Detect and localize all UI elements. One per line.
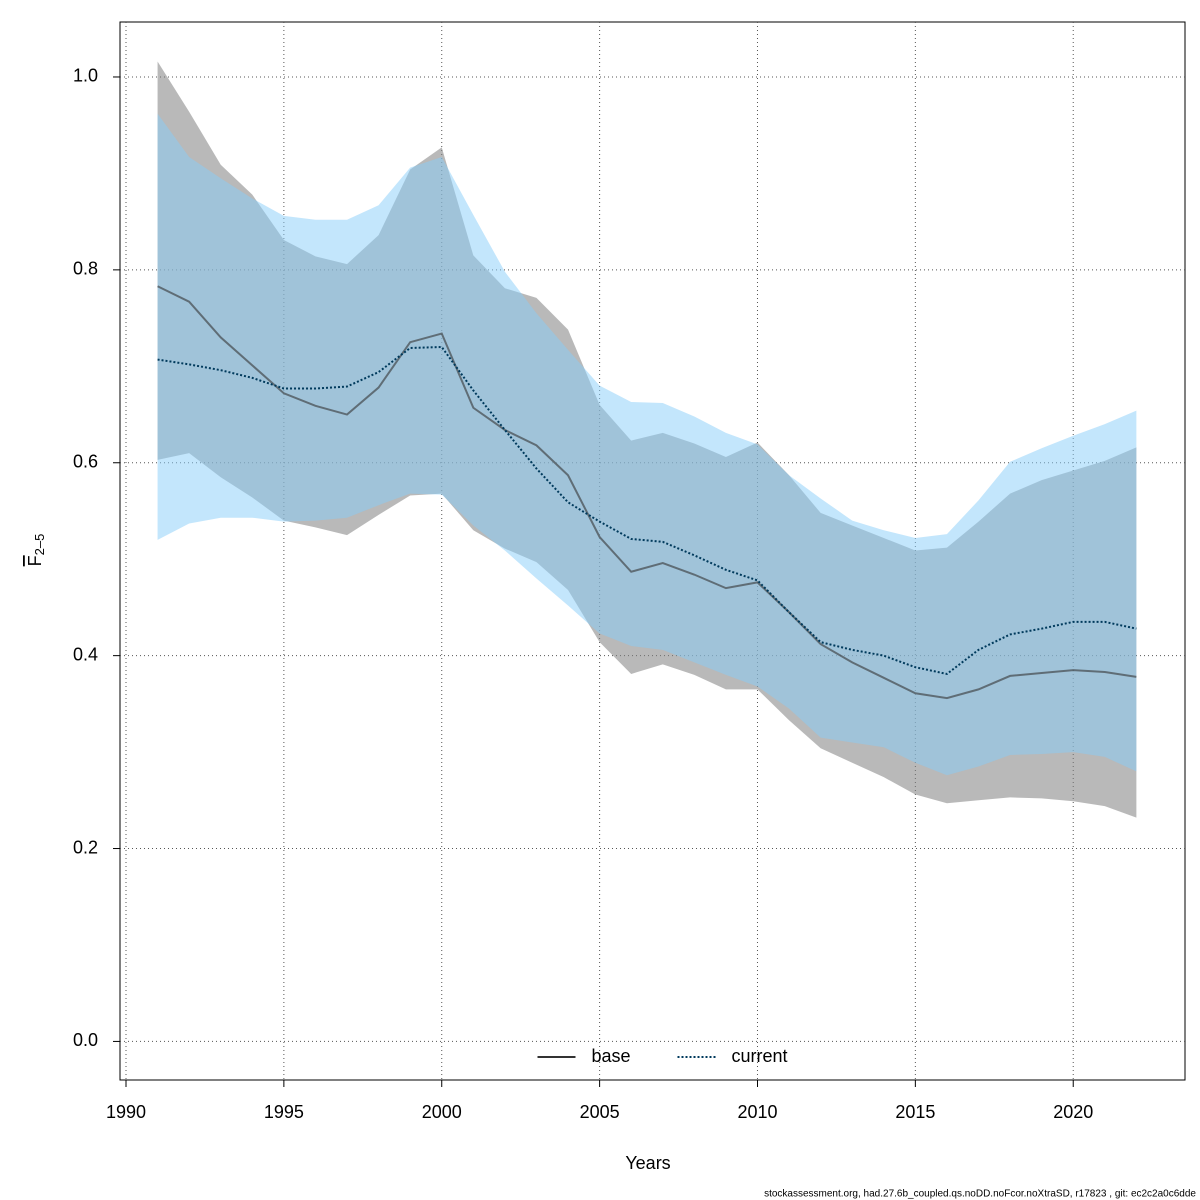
- y-tick-label: 0.0: [73, 1030, 98, 1050]
- x-tick-label: 2005: [580, 1102, 620, 1122]
- x-tick-label: 2000: [422, 1102, 462, 1122]
- y-tick-label: 0.6: [73, 452, 98, 472]
- x-tick-label: 1990: [106, 1102, 146, 1122]
- x-axis-label: Years: [625, 1153, 670, 1173]
- y-label-subscript: 2–5: [32, 534, 47, 556]
- y-axis-label: F2–5: [25, 534, 48, 567]
- confidence-band: [157, 113, 1137, 776]
- y-tick-label: 1.0: [73, 66, 98, 86]
- footnote: stockassessment.org, had.27.6b_coupled.q…: [764, 1189, 1196, 1200]
- series-line: [157, 285, 1137, 700]
- legend-label: base: [592, 1046, 631, 1066]
- series-line: [157, 346, 1137, 676]
- legend-label: current: [732, 1046, 788, 1066]
- x-tick-label: 2010: [737, 1102, 777, 1122]
- y-tick-label: 0.8: [73, 259, 98, 279]
- x-tick-label: 2020: [1053, 1102, 1093, 1122]
- x-tick-label: 2015: [895, 1102, 935, 1122]
- y-tick-label: 0.2: [73, 837, 98, 857]
- x-tick-label: 1995: [264, 1102, 304, 1122]
- y-tick-label: 0.4: [73, 644, 98, 664]
- y-label-symbol: F: [25, 555, 45, 566]
